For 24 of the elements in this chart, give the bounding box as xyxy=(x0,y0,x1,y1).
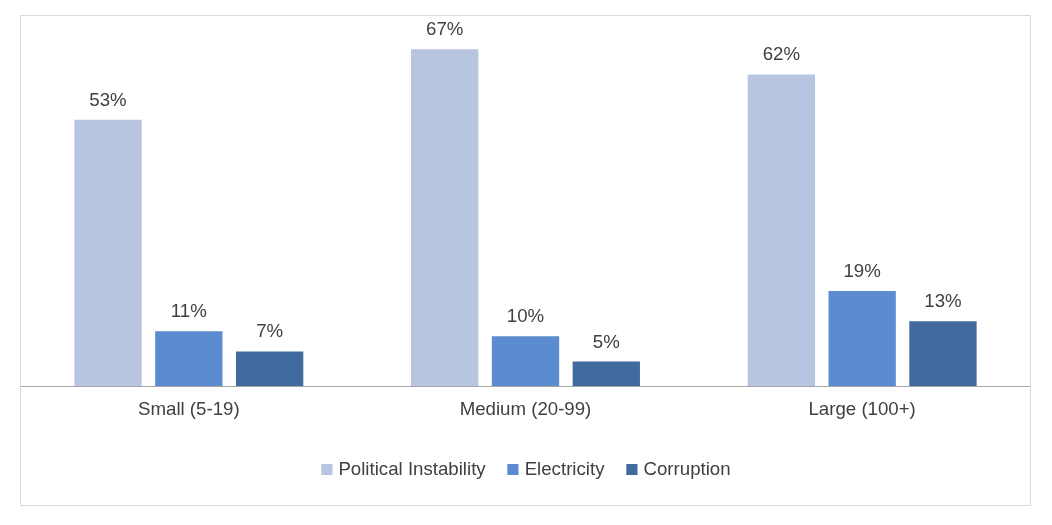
legend-label: Corruption xyxy=(643,458,731,480)
data-label: 5% xyxy=(592,330,620,352)
x-tick-label: Medium (20-99) xyxy=(459,397,592,419)
data-label: 19% xyxy=(843,260,881,282)
bar xyxy=(572,361,640,387)
bar xyxy=(491,336,560,387)
legend-label: Electricity xyxy=(524,458,605,480)
bar xyxy=(828,291,896,387)
data-label: 10% xyxy=(506,305,545,327)
data-label: 13% xyxy=(924,290,962,312)
bar xyxy=(747,74,816,387)
data-label: 62% xyxy=(762,43,801,65)
x-tick-label: Small (5-19) xyxy=(138,397,240,419)
bar xyxy=(909,321,977,387)
bar xyxy=(235,351,304,387)
bar xyxy=(411,49,479,387)
bar xyxy=(155,331,223,387)
data-label: 53% xyxy=(89,88,127,110)
data-label: 67% xyxy=(426,18,464,40)
data-label: 7% xyxy=(256,320,284,342)
data-label: 11% xyxy=(170,300,207,322)
x-tick-label: Large (100+) xyxy=(808,397,916,419)
bar xyxy=(74,119,142,387)
legend-label: Political Instability xyxy=(338,458,486,480)
